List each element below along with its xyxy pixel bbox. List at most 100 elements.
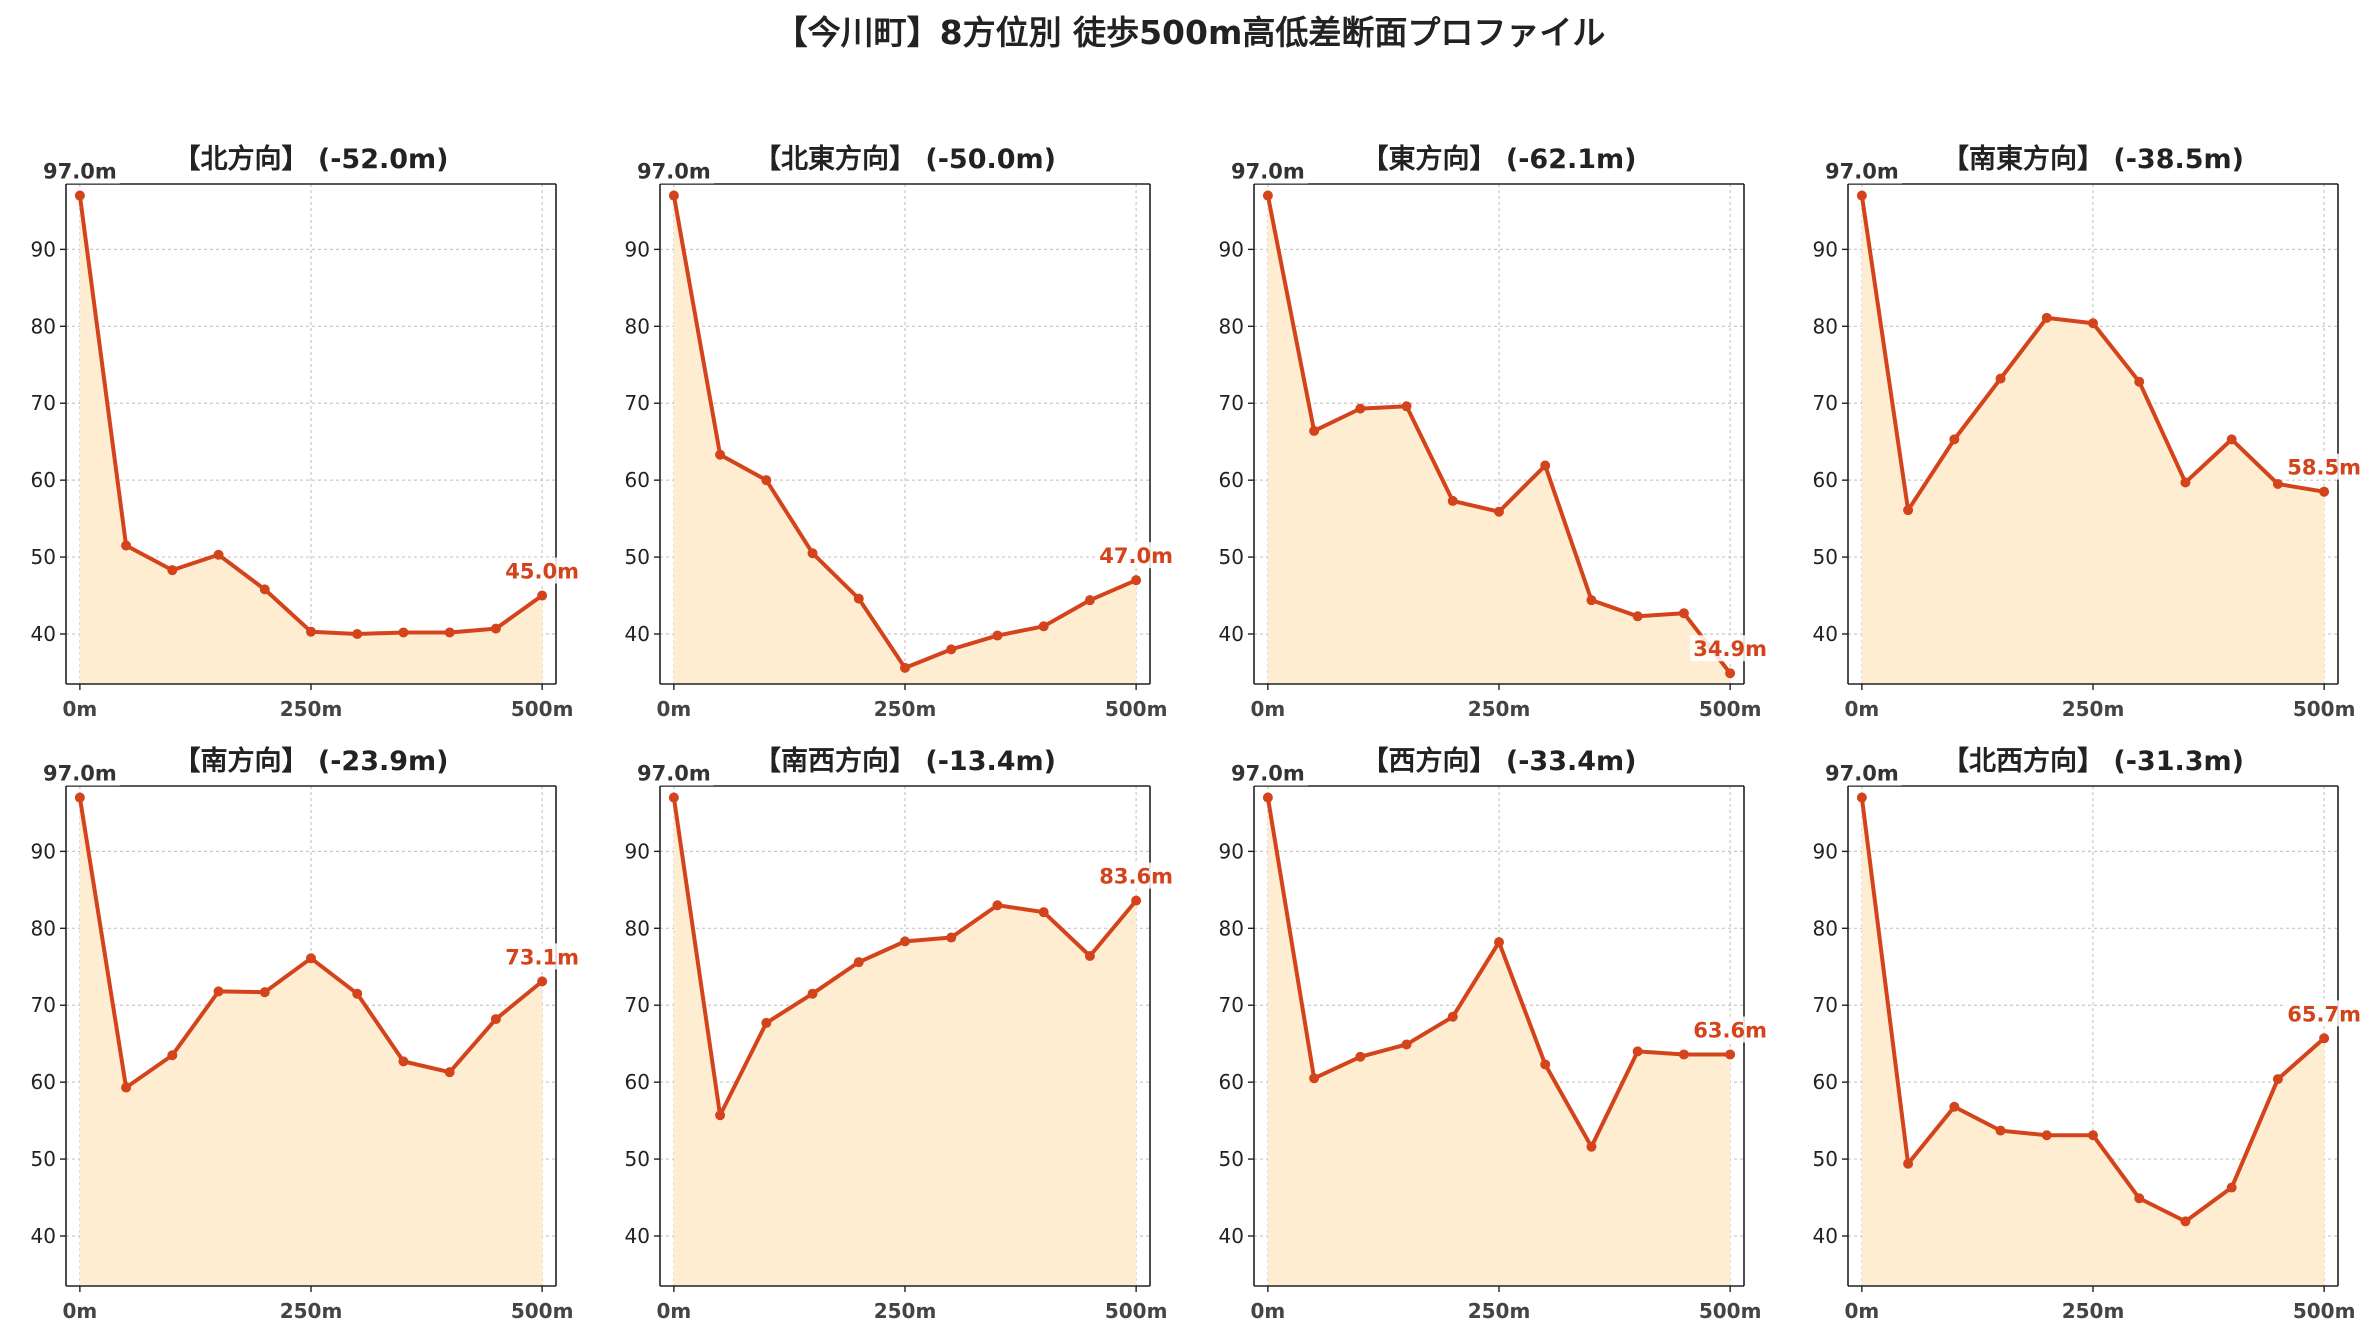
profile-point [1084, 951, 1095, 961]
profile-point [1401, 401, 1412, 412]
profile-point [167, 565, 178, 576]
y-tick-label: 70 [1813, 391, 1838, 415]
y-tick-label: 80 [31, 916, 56, 940]
profile-point [306, 953, 316, 964]
x-tick-label: 0m [1250, 1299, 1285, 1323]
x-tick-label: 500m [2293, 1299, 2356, 1323]
x-tick-label: 250m [280, 697, 343, 721]
end-label-box [2284, 1000, 2365, 1027]
x-tick-label: 250m [874, 1299, 937, 1323]
end-label: 63.6m [1693, 1018, 1767, 1042]
y-tick-label: 50 [1219, 545, 1244, 569]
panel-1: 40 50 60 70 80 90 0m 250m 500m 【北東方向】 (-50.0m) 97.… [625, 143, 1177, 721]
y-tick-label: 60 [625, 1070, 650, 1094]
profile-point [2041, 1130, 2052, 1141]
profile-point [1903, 1158, 1914, 1169]
y-tick-label: 50 [1219, 1147, 1244, 1171]
x-tick-label: 500m [1105, 1299, 1168, 1323]
y-tick-label: 60 [1219, 1070, 1244, 1094]
y-tick-label: 50 [1813, 545, 1838, 569]
y-tick-label: 80 [625, 916, 650, 940]
profile-point [398, 1056, 409, 1067]
y-tick-label: 50 [31, 1147, 56, 1171]
profile-point [992, 900, 1003, 911]
profile-area [79, 797, 543, 1286]
y-tick-label: 80 [1813, 314, 1838, 338]
panel-title: 【西方向】 (-33.4m) [1361, 745, 1636, 777]
profile-point [74, 792, 85, 803]
start-label: 97.0m [43, 160, 117, 184]
profile-point [715, 449, 726, 460]
panel-0: 40 50 60 70 80 90 0m 250m 500m 【北方向】 (-52.0m) 97.0… [31, 143, 583, 721]
profile-point [213, 549, 224, 560]
profile-point [807, 548, 818, 559]
profile-point [213, 986, 224, 997]
profile-point [2180, 477, 2191, 488]
end-label: 45.0m [505, 560, 579, 584]
profile-point [121, 540, 132, 551]
x-tick-label: 250m [2062, 697, 2125, 721]
profile-area [1267, 797, 1731, 1286]
start-label: 97.0m [1825, 762, 1899, 786]
end-label: 83.6m [1099, 865, 1173, 889]
profile-point [259, 584, 270, 595]
profile-area [1861, 195, 2325, 685]
profile-point [1084, 595, 1095, 606]
profile-point [1856, 190, 1867, 201]
y-tick-label: 90 [31, 839, 56, 863]
start-label: 97.0m [637, 160, 711, 184]
figure-title: 【今川町】8方位別 徒歩500m高低差断面プロファイル [775, 13, 1606, 52]
profile-point [1678, 1049, 1689, 1060]
start-label-box [39, 157, 120, 184]
y-tick-label: 50 [625, 545, 650, 569]
profile-point [1632, 611, 1643, 622]
end-label-box [1690, 635, 1771, 662]
x-tick-label: 0m [62, 1299, 97, 1323]
profile-point [352, 629, 363, 639]
profile-point [2319, 1033, 2330, 1044]
profile-point [853, 957, 864, 968]
y-tick-label: 70 [1813, 993, 1838, 1017]
y-tick-label: 80 [31, 314, 56, 338]
profile-point [2272, 1074, 2283, 1085]
profile-point [1995, 373, 2006, 384]
profile-point [1949, 434, 1960, 445]
profile-point [1949, 1101, 1960, 1112]
y-tick-label: 60 [1219, 468, 1244, 492]
y-tick-label: 50 [31, 545, 56, 569]
y-tick-label: 80 [625, 314, 650, 338]
profile-point [1262, 792, 1273, 803]
y-tick-label: 70 [31, 993, 56, 1017]
profile-point [1678, 608, 1689, 619]
start-label-box [633, 759, 714, 786]
end-label-box [1096, 862, 1177, 889]
profile-point [1494, 506, 1504, 517]
x-tick-label: 500m [511, 697, 574, 721]
panel-7: 40 50 60 70 80 90 0m 250m 500m 【北西方向】 (-31.3m) 97.… [1813, 745, 2365, 1323]
start-label: 97.0m [1825, 160, 1899, 184]
start-label-box [39, 759, 120, 786]
x-tick-label: 500m [1699, 1299, 1762, 1323]
x-tick-label: 0m [62, 697, 97, 721]
panel-title: 【南方向】 (-23.9m) [173, 745, 448, 777]
profile-point [1725, 668, 1736, 679]
profile-point [1494, 937, 1504, 948]
x-tick-label: 0m [1250, 697, 1285, 721]
profile-point [444, 1067, 455, 1078]
panel-3: 40 50 60 70 80 90 0m 250m 500m 【南東方向】 (-38.5m) 97.… [1813, 143, 2365, 721]
profile-point [1447, 1011, 1458, 1022]
profile-point [306, 626, 316, 637]
x-tick-label: 250m [2062, 1299, 2125, 1323]
profile-point [715, 1110, 726, 1121]
profile-point [761, 475, 772, 486]
profile-point [2134, 376, 2145, 387]
profile-point [74, 190, 85, 201]
end-label-box [502, 557, 583, 584]
profile-point [2272, 479, 2283, 489]
x-tick-label: 250m [1468, 697, 1531, 721]
start-label: 97.0m [1231, 762, 1305, 786]
y-tick-label: 60 [31, 468, 56, 492]
profile-point [1038, 621, 1049, 632]
profile-point [398, 627, 409, 638]
profile-point [167, 1050, 178, 1061]
